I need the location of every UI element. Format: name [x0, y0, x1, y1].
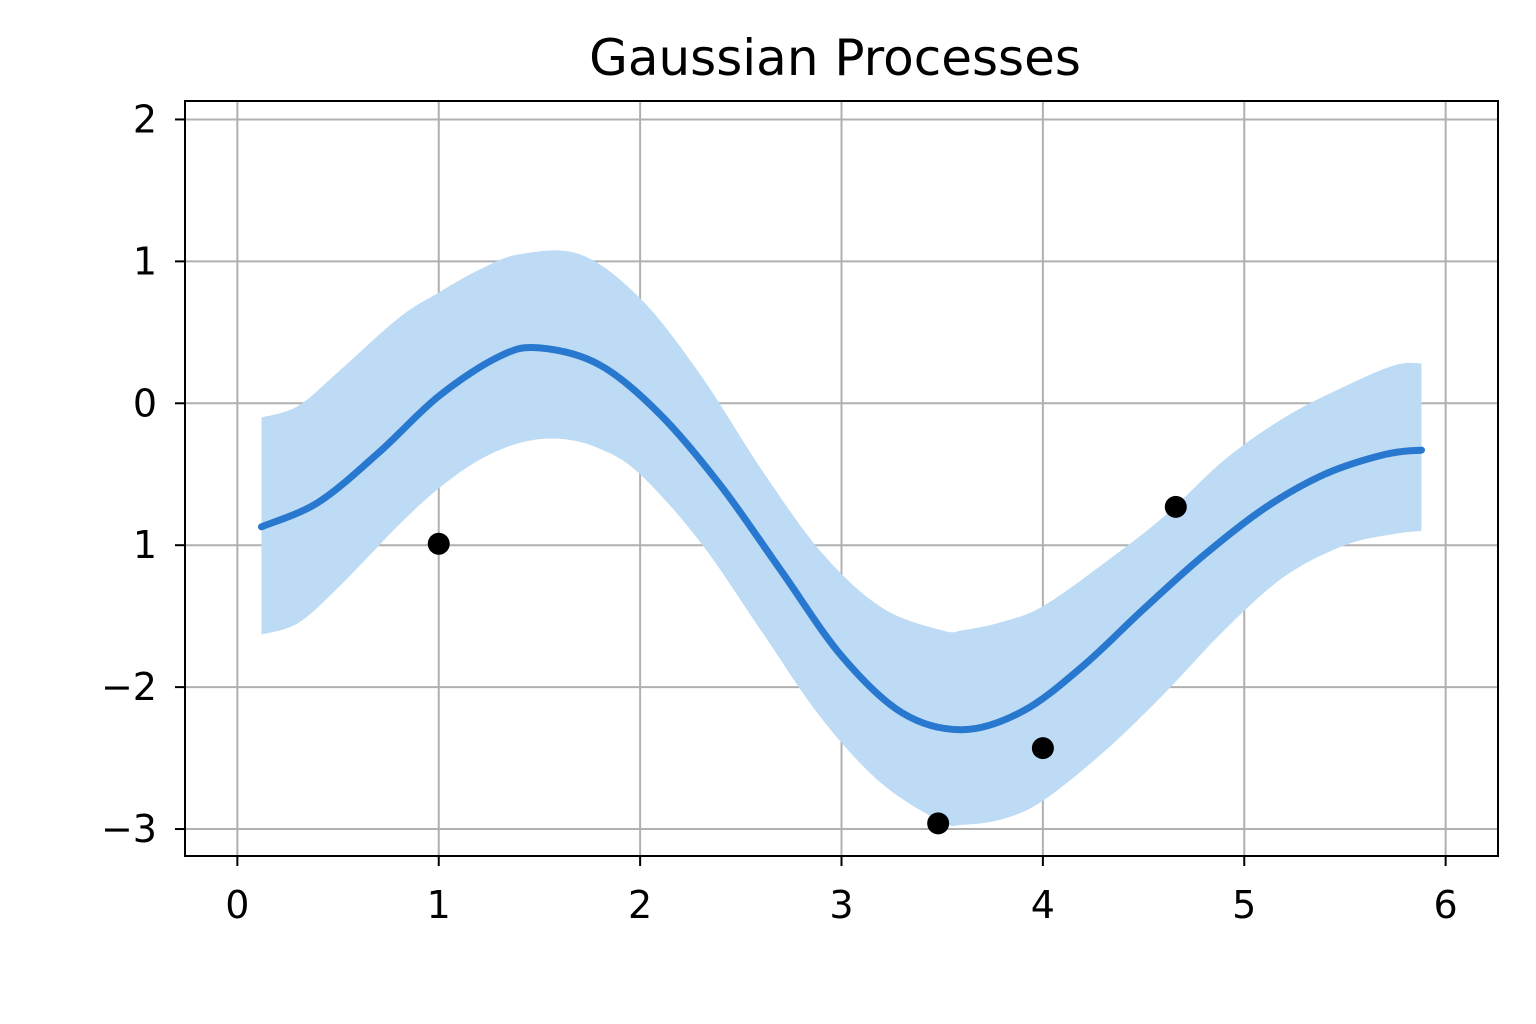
confidence-band: [261, 250, 1422, 827]
observations-layer: [427, 495, 1187, 835]
x-tick-label-6: 6: [1434, 883, 1458, 927]
observation-point-0: [427, 532, 450, 555]
observation-point-3: [1164, 495, 1187, 518]
x-tick-label-5: 5: [1232, 883, 1256, 927]
y-tick-label-3: 1: [133, 523, 157, 567]
x-tick-label-3: 3: [829, 883, 853, 927]
observation-point-1: [927, 812, 950, 835]
confidence-band-layer: [261, 250, 1422, 827]
y-tick-label-1: 1: [133, 239, 157, 283]
x-tick-label-0: 0: [225, 883, 249, 927]
x-tick-label-2: 2: [628, 883, 652, 927]
mean-line: [258, 344, 1425, 734]
y-tick-label-2: 0: [133, 381, 157, 425]
observation-point-2: [1031, 737, 1054, 760]
chart-title: Gaussian Processes: [589, 29, 1081, 87]
x-tick-label-1: 1: [427, 883, 451, 927]
axis-ticks: 0 1 2 3 4 5 6 2 1 0 1 −2 −3: [101, 97, 1458, 927]
y-tick-label-5: −3: [101, 807, 157, 851]
y-tick-label-0: 2: [133, 97, 157, 141]
mean-line-layer: [258, 344, 1425, 734]
x-tick-label-4: 4: [1031, 883, 1055, 927]
y-tick-label-4: −2: [101, 665, 157, 709]
